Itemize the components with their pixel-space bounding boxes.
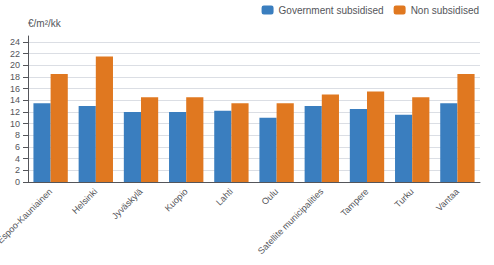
svg-text:Tampere: Tampere [339,186,371,218]
svg-text:14: 14 [10,95,20,105]
svg-text:20: 20 [10,60,20,70]
svg-text:24: 24 [10,37,20,47]
svg-text:Helsinki: Helsinki [70,186,99,215]
svg-text:Kuopio: Kuopio [163,186,190,213]
svg-text:Government subsidised: Government subsidised [279,5,384,16]
svg-text:16: 16 [10,84,20,94]
svg-text:Satellite municipalities: Satellite municipalities [256,186,326,256]
svg-text:Turku: Turku [393,186,416,209]
svg-text:Non subsidised: Non subsidised [411,5,479,16]
svg-text:10: 10 [10,119,20,129]
svg-text:Oulu: Oulu [260,186,280,206]
svg-text:Vantaa: Vantaa [434,186,461,213]
svg-text:€/m²/kk: €/m²/kk [28,18,62,29]
svg-text:8: 8 [15,130,20,140]
svg-text:Jyväskylä: Jyväskylä [110,186,145,221]
svg-text:2: 2 [15,165,20,175]
svg-text:6: 6 [15,142,20,152]
svg-text:12: 12 [10,107,20,117]
svg-text:4: 4 [15,154,20,164]
svg-text:Espoo-Kauniainen: Espoo-Kauniainen [0,186,54,245]
svg-text:Lahti: Lahti [214,186,235,207]
svg-text:22: 22 [10,49,20,59]
svg-text:18: 18 [10,72,20,82]
svg-text:0: 0 [15,177,20,187]
